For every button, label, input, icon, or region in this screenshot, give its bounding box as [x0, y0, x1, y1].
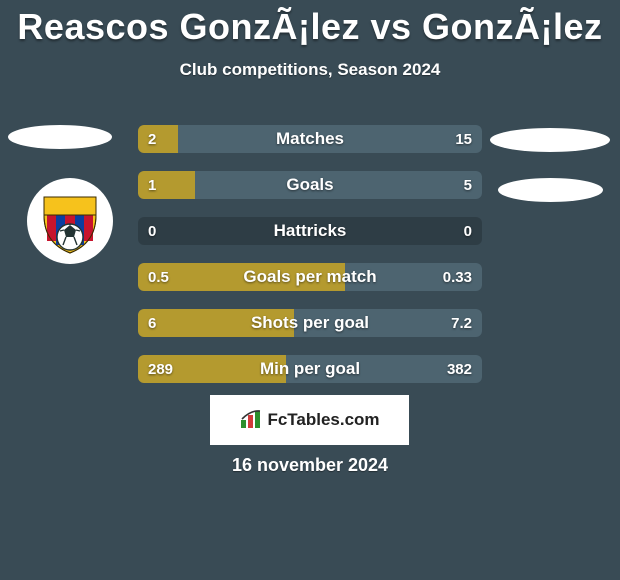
stat-bar-right — [286, 355, 482, 383]
stat-row: 289382Min per goal — [138, 355, 482, 383]
stat-value-right: 0 — [464, 217, 472, 245]
player-oval-placeholder — [490, 128, 610, 152]
date-text: 16 november 2024 — [0, 455, 620, 476]
subtitle: Club competitions, Season 2024 — [0, 60, 620, 80]
club-badge — [27, 178, 113, 264]
brand-text: FcTables.com — [267, 410, 379, 430]
stat-row: 0.50.33Goals per match — [138, 263, 482, 291]
brand-attribution: FcTables.com — [210, 395, 409, 445]
stat-bar-left — [138, 171, 195, 199]
stat-bar-right — [195, 171, 482, 199]
stat-bar-left — [138, 355, 286, 383]
stat-bar-left — [138, 125, 178, 153]
page-title: Reascos GonzÃ¡lez vs GonzÃ¡lez — [0, 0, 620, 48]
stat-value-left: 0 — [148, 217, 156, 245]
stat-bar-left — [138, 263, 345, 291]
stat-bar-right — [178, 125, 482, 153]
stat-row: 15Goals — [138, 171, 482, 199]
stat-row: 67.2Shots per goal — [138, 309, 482, 337]
stat-row: 0 0Hattricks — [138, 217, 482, 245]
brand-logo-icon — [239, 410, 263, 430]
stat-bar-right — [294, 309, 482, 337]
player-oval-placeholder — [8, 125, 112, 149]
stat-row: 215Matches — [138, 125, 482, 153]
club-crest-icon — [34, 185, 106, 257]
stat-bars: 215Matches 15Goals 0 0Hattricks 0.50.33Goals… — [138, 125, 482, 401]
player-oval-placeholder — [498, 178, 603, 202]
comparison-infographic: Reascos GonzÃ¡lez vs GonzÃ¡lez Club comp… — [0, 0, 620, 580]
stat-bar-right — [345, 263, 482, 291]
stat-label: Hattricks — [138, 217, 482, 245]
stat-bar-left — [138, 309, 294, 337]
